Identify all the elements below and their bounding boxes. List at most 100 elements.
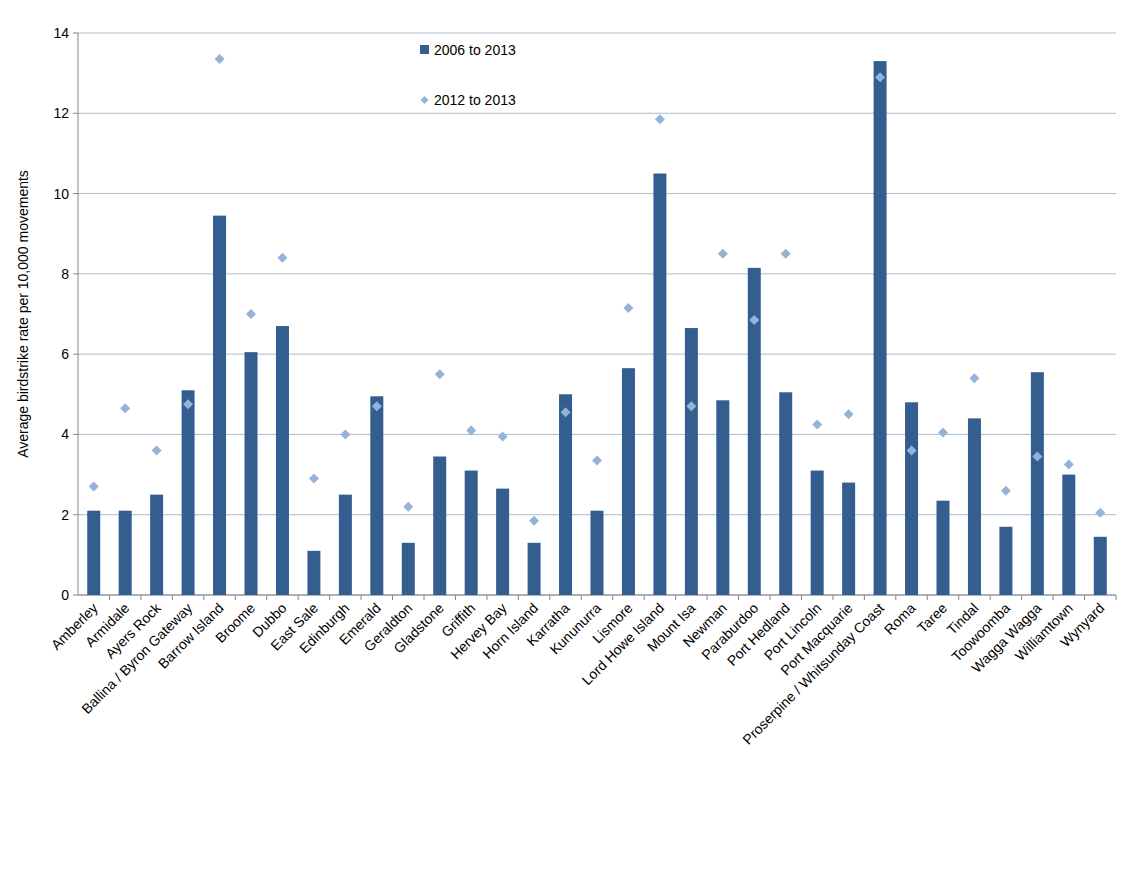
x-tick (581, 595, 582, 600)
x-tick (895, 595, 896, 600)
grid-line (78, 273, 1116, 274)
bar (842, 483, 855, 595)
y-axis (78, 33, 79, 595)
bar (685, 328, 698, 595)
x-tick (455, 595, 456, 600)
marker (655, 114, 665, 124)
bar (339, 495, 352, 595)
x-tick (958, 595, 959, 600)
category-label: Proserpine / Whitsunday Coast (739, 600, 887, 748)
marker (749, 315, 759, 325)
marker (561, 407, 571, 417)
bar (528, 543, 541, 595)
bar (1031, 372, 1044, 595)
marker (372, 401, 382, 411)
x-tick (1084, 595, 1085, 600)
tick (73, 193, 78, 194)
x-tick (486, 595, 487, 600)
marker (435, 369, 445, 379)
x-tick (1053, 595, 1054, 600)
x-tick (738, 595, 739, 600)
grid-line (78, 193, 1116, 194)
marker (875, 72, 885, 82)
marker (907, 445, 917, 455)
category-label: Roma (881, 600, 919, 638)
tick (73, 113, 78, 114)
tick-label: 14 (53, 25, 69, 41)
bar (465, 471, 478, 595)
x-tick (549, 595, 550, 600)
bar (559, 394, 572, 595)
grid-line (78, 434, 1116, 435)
marker (152, 445, 162, 455)
marker (781, 249, 791, 259)
bar (999, 527, 1012, 595)
bar (874, 61, 887, 595)
x-tick (329, 595, 330, 600)
bar (370, 396, 383, 595)
x-tick (424, 595, 425, 600)
marker (246, 309, 256, 319)
x-tick (361, 595, 362, 600)
bar (245, 352, 258, 595)
tick-label: 8 (61, 266, 69, 282)
tick-label: 10 (53, 186, 69, 202)
x-tick (675, 595, 676, 600)
tick-label: 4 (61, 426, 69, 442)
x-tick (990, 595, 991, 600)
bar (1094, 537, 1107, 595)
marker (340, 429, 350, 439)
x-tick (864, 595, 865, 600)
tick-label: 2 (61, 507, 69, 523)
marker (1095, 508, 1105, 518)
marker (403, 502, 413, 512)
bar (182, 390, 195, 595)
marker (183, 399, 193, 409)
tick (73, 354, 78, 355)
marker (498, 431, 508, 441)
x-tick (1116, 595, 1117, 600)
marker (309, 474, 319, 484)
marker (938, 427, 948, 437)
marker (120, 403, 130, 413)
bar (748, 268, 761, 595)
x-tick (140, 595, 141, 600)
marker (277, 253, 287, 263)
x-tick (392, 595, 393, 600)
legend-label: 2012 to 2013 (434, 92, 516, 108)
x-tick (235, 595, 236, 600)
legend-swatch (421, 96, 429, 104)
grid-line (78, 354, 1116, 355)
bar (653, 174, 666, 596)
bar (811, 471, 824, 595)
bar (591, 511, 604, 595)
x-tick (770, 595, 771, 600)
bar (1062, 475, 1075, 595)
category-label: Taree (914, 600, 950, 636)
legend-label: 2006 to 2013 (434, 42, 516, 58)
x-tick (927, 595, 928, 600)
x-tick (172, 595, 173, 600)
tick (73, 514, 78, 515)
x-tick (1021, 595, 1022, 600)
bar (937, 501, 950, 595)
x-tick (707, 595, 708, 600)
bar (968, 418, 981, 595)
marker (1064, 460, 1074, 470)
marker (89, 482, 99, 492)
x-tick (518, 595, 519, 600)
marker (529, 516, 539, 526)
tick (73, 33, 78, 34)
bar (276, 326, 289, 595)
marker (1032, 452, 1042, 462)
grid-line (78, 33, 1116, 34)
bar (119, 511, 132, 595)
bar (716, 400, 729, 595)
bar (213, 216, 226, 595)
x-tick (644, 595, 645, 600)
bar (779, 392, 792, 595)
plot-area (87, 54, 1107, 595)
bar (622, 368, 635, 595)
bar (496, 489, 509, 595)
tick (73, 595, 78, 596)
